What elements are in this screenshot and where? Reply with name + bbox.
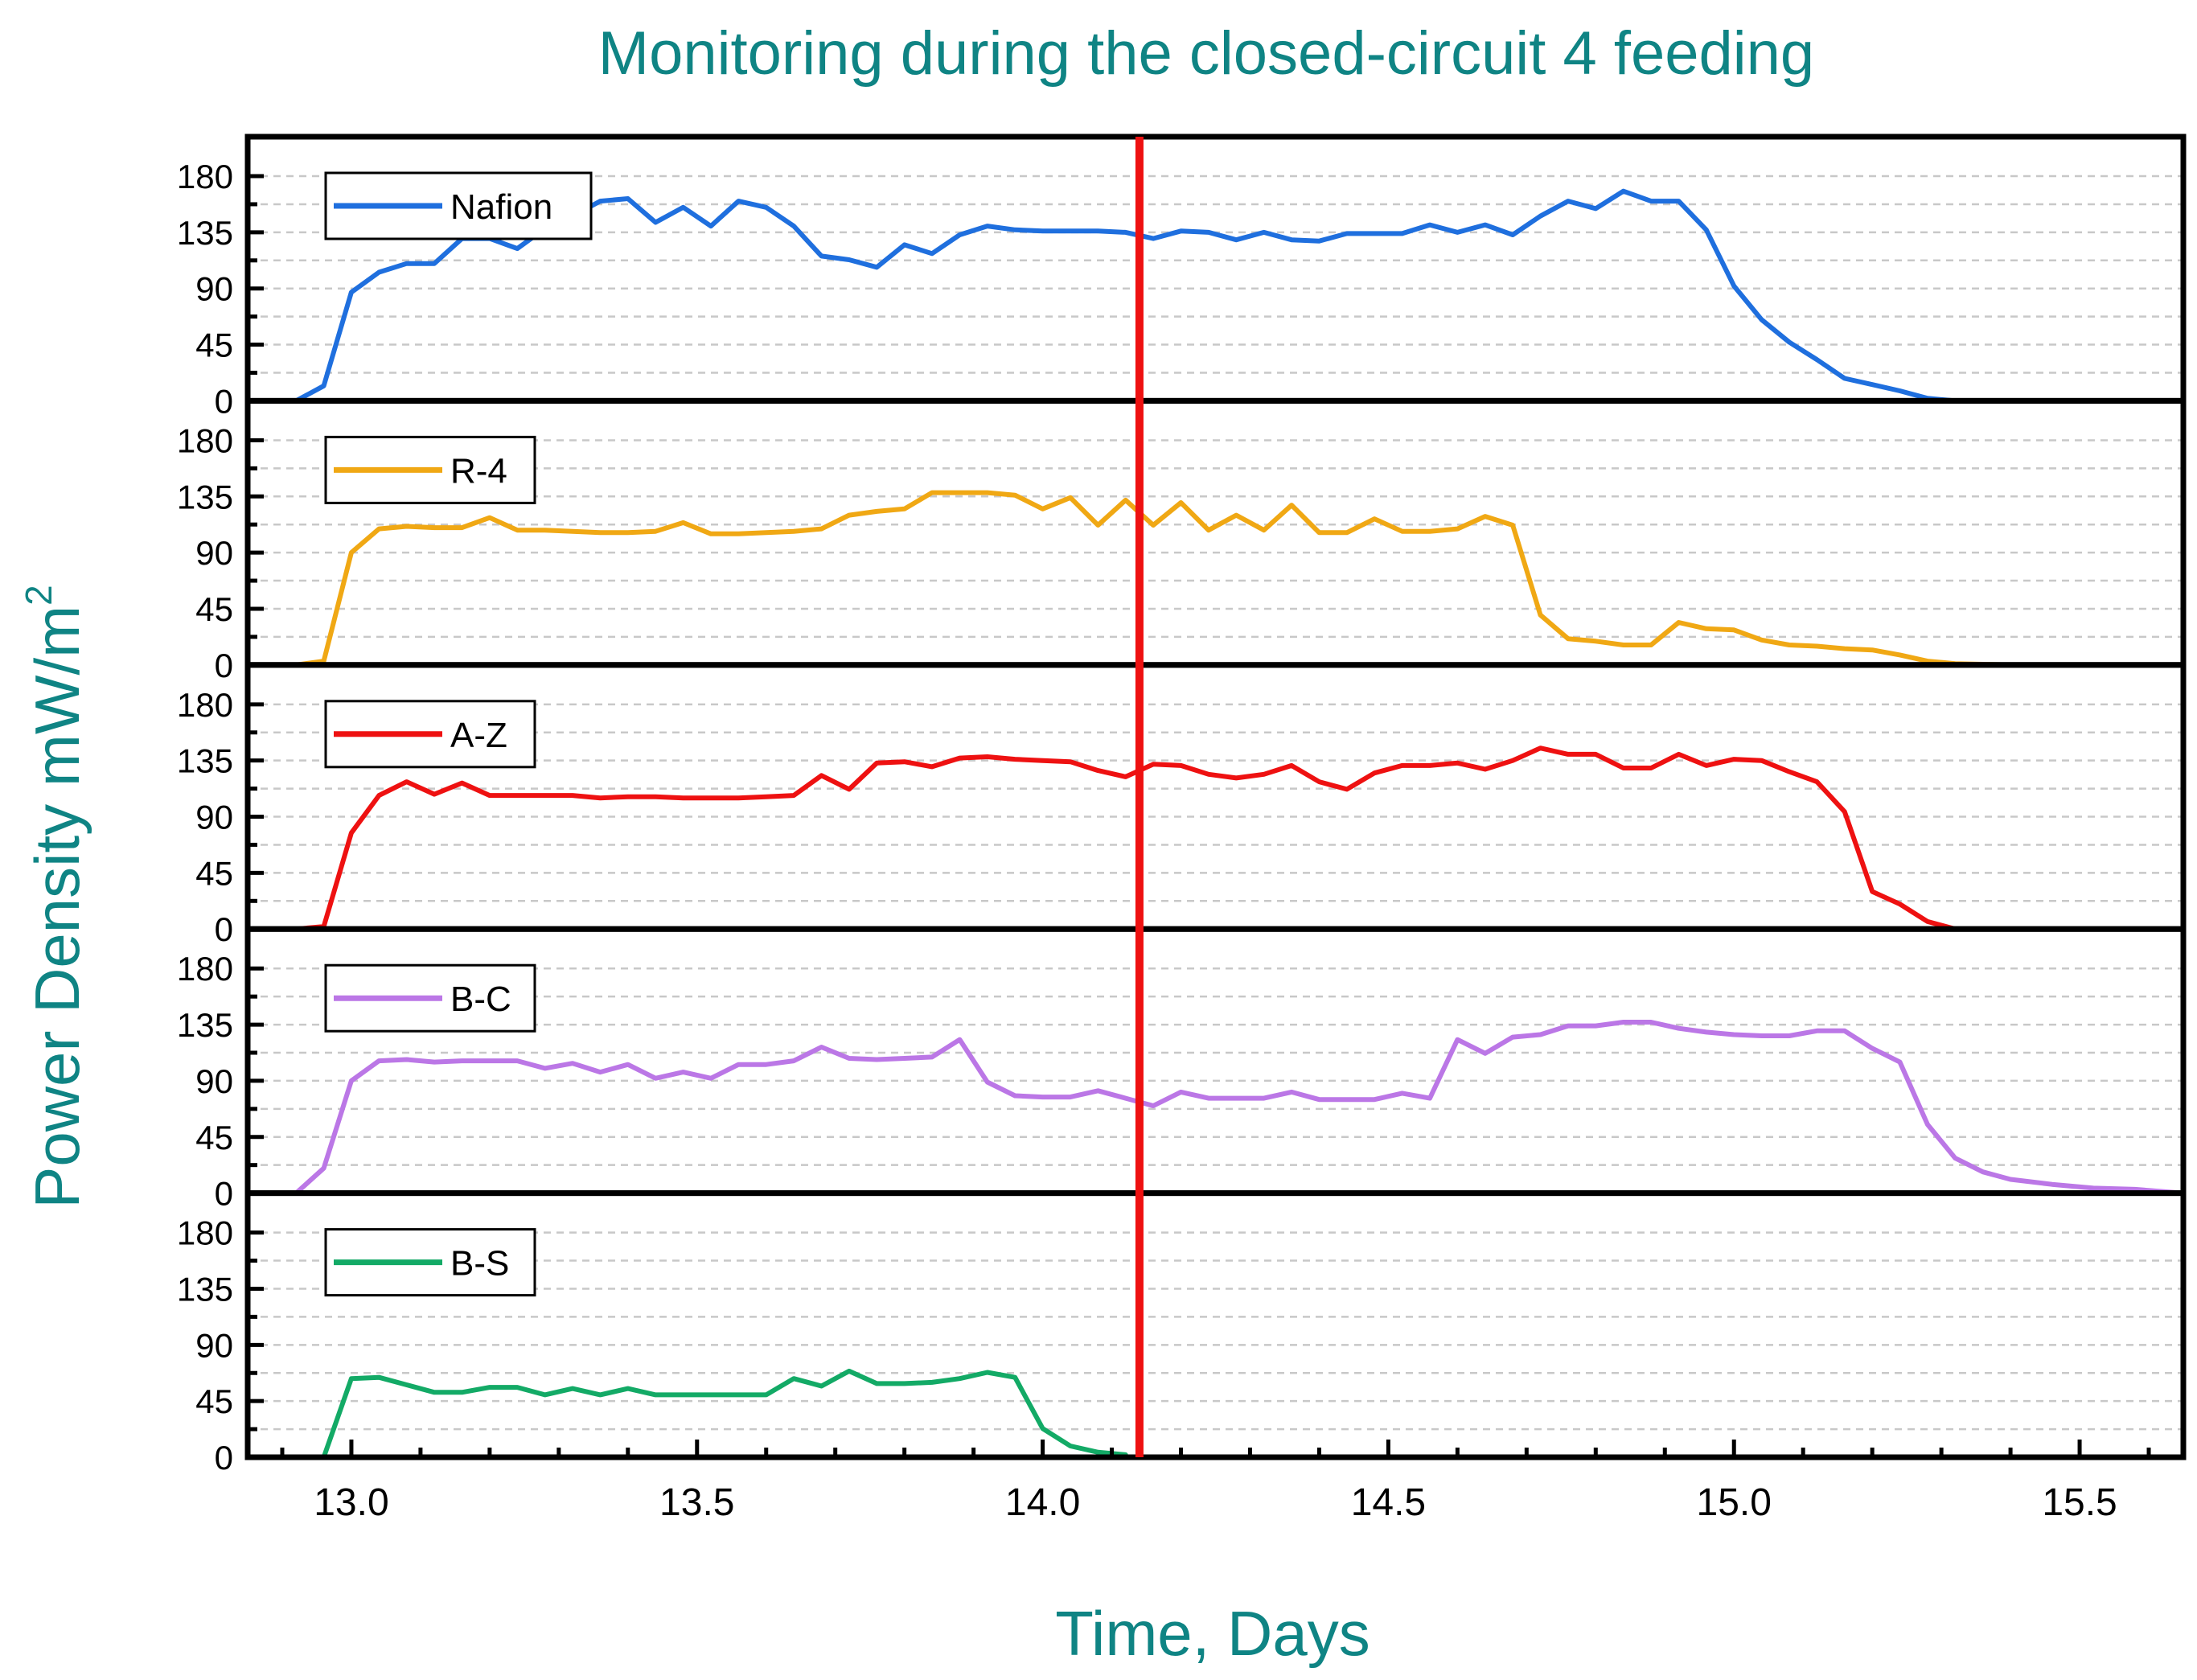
y-tick-label: 45 xyxy=(195,1119,233,1156)
series-line-b-s xyxy=(321,1368,1128,1460)
panel-a-z: 0 45 90 135 180 A-Z xyxy=(177,662,2187,948)
y-tick-label: 45 xyxy=(195,590,233,628)
x-tick-label: 13.0 xyxy=(314,1481,388,1524)
y-tick-label: 90 xyxy=(195,1326,233,1364)
y-tick-label: 0 xyxy=(215,647,233,684)
panel-r-4: 0 45 90 135 180 R-4 xyxy=(177,397,2187,684)
y-tick-label: 180 xyxy=(177,686,233,724)
y-axis-title-main: Power Density mW/m xyxy=(22,606,92,1209)
x-tick-label: 13.5 xyxy=(659,1481,734,1524)
y-tick-label: 180 xyxy=(177,1214,233,1252)
y-tick-label: 135 xyxy=(177,478,233,516)
y-tick-label: 180 xyxy=(177,158,233,195)
y-tick-label: 180 xyxy=(177,950,233,988)
x-tick-label: 14.5 xyxy=(1351,1481,1426,1524)
series-line-b-c xyxy=(245,1020,2186,1196)
panel-frame xyxy=(244,1190,2187,1460)
legend-label: A-Z xyxy=(450,716,507,755)
y-tick-label: 0 xyxy=(215,1439,233,1477)
series-line-r-4 xyxy=(245,490,2186,667)
x-axis-ticks: 13.0 13.5 14.0 14.5 15.0 15.5 xyxy=(280,1440,2151,1524)
y-tick-label: 45 xyxy=(195,327,233,364)
legend-box xyxy=(324,171,593,240)
panel-b-c: 0 45 90 135 180 B-C xyxy=(177,926,2187,1213)
y-tick-label: 90 xyxy=(195,1062,233,1100)
x-axis-title: Time, Days xyxy=(1055,1598,1370,1669)
y-tick-label: 90 xyxy=(195,799,233,836)
y-tick-label: 0 xyxy=(215,1175,233,1213)
panels: 0 45 90 135 180 Nafion 0 45 90 135 180 R-4 0 45 90 135 1… xyxy=(177,133,2187,1477)
y-axis-title-group: Power Density mW/m2 xyxy=(18,585,92,1208)
y-tick-label: 135 xyxy=(177,214,233,252)
legend-label: B-S xyxy=(450,1244,509,1284)
y-tick-label: 90 xyxy=(195,270,233,308)
y-tick-label: 135 xyxy=(177,1006,233,1044)
y-tick-label: 90 xyxy=(195,534,233,572)
y-tick-label: 0 xyxy=(215,382,233,420)
x-tick-label: 15.5 xyxy=(2042,1481,2117,1524)
y-tick-label: 180 xyxy=(177,421,233,459)
panel-nafion: 0 45 90 135 180 Nafion xyxy=(177,133,2187,420)
panel-b-s: 0 45 90 135 180 B-S xyxy=(177,1190,2187,1477)
x-tick-label: 14.0 xyxy=(1005,1481,1080,1524)
y-tick-label: 135 xyxy=(177,1270,233,1308)
y-tick-label: 135 xyxy=(177,742,233,780)
legend-label: R-4 xyxy=(450,451,507,491)
chart-title: Monitoring during the closed-circuit 4 f… xyxy=(598,19,1814,88)
y-axis-title: Power Density mW/m2 xyxy=(18,585,92,1208)
x-tick-label: 15.0 xyxy=(1697,1481,1772,1524)
y-tick-label: 45 xyxy=(195,1382,233,1420)
y-axis-title-superscript: 2 xyxy=(18,585,60,606)
series-line-a-z xyxy=(245,746,2186,932)
legend-label: Nafion xyxy=(450,187,552,227)
legend-label: B-C xyxy=(450,980,511,1019)
y-tick-label: 45 xyxy=(195,854,233,892)
y-tick-label: 0 xyxy=(215,910,233,948)
